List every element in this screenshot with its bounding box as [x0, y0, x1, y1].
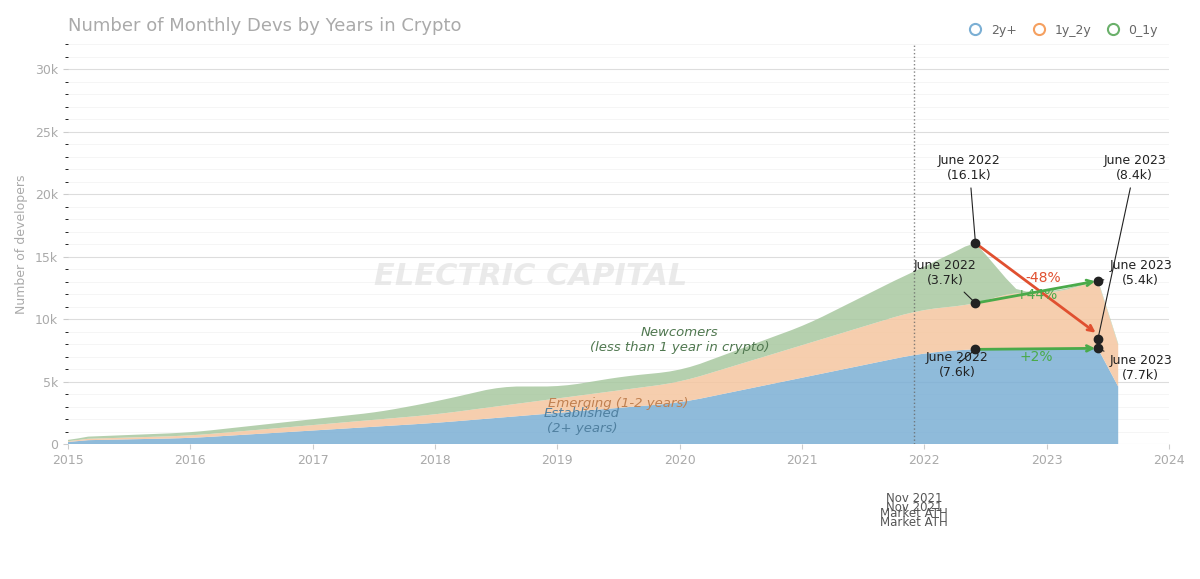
Text: June 2023
(8.4k): June 2023 (8.4k) — [1098, 155, 1166, 336]
Text: Nov 2021
Market ATH: Nov 2021 Market ATH — [881, 501, 948, 529]
Text: June 2022
(16.1k): June 2022 (16.1k) — [938, 155, 1001, 240]
Text: Nov 2021
Market ATH: Nov 2021 Market ATH — [881, 492, 948, 520]
Text: +44%: +44% — [1015, 288, 1057, 302]
Text: -48%: -48% — [1025, 271, 1061, 285]
Text: June 2023
(5.4k): June 2023 (5.4k) — [1100, 259, 1172, 287]
Text: Established
(2+ years): Established (2+ years) — [544, 407, 619, 435]
Text: June 2022
(7.6k): June 2022 (7.6k) — [925, 351, 989, 379]
Text: Emerging (1-2 years): Emerging (1-2 years) — [548, 397, 689, 410]
Text: June 2022
(3.7k): June 2022 (3.7k) — [913, 259, 977, 301]
Y-axis label: Number of developers: Number of developers — [14, 175, 28, 314]
Text: ELECTRIC CAPITAL: ELECTRIC CAPITAL — [373, 262, 688, 291]
Text: Newcomers
(less than 1 year in crypto): Newcomers (less than 1 year in crypto) — [590, 325, 769, 354]
Text: Number of Monthly Devs by Years in Crypto: Number of Monthly Devs by Years in Crypt… — [67, 17, 461, 35]
Text: June 2023
(7.7k): June 2023 (7.7k) — [1100, 350, 1172, 382]
Legend: 2y+, 1y_2y, 0_1y: 2y+, 1y_2y, 0_1y — [961, 19, 1163, 42]
Text: +2%: +2% — [1020, 350, 1054, 364]
